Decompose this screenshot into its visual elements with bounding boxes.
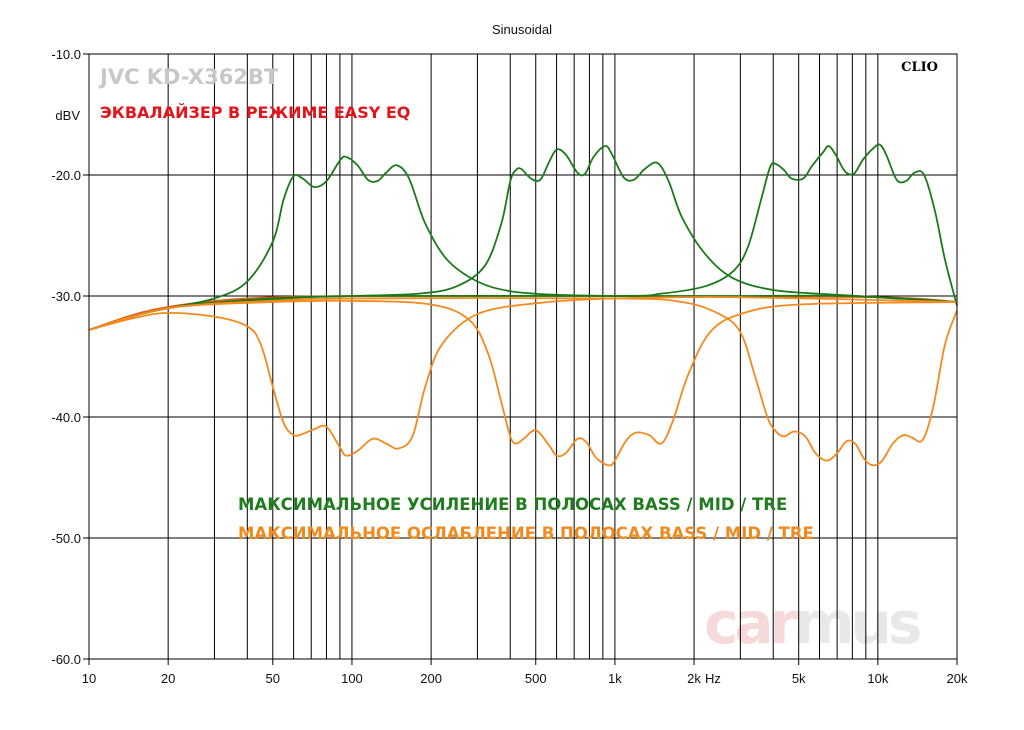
curves-layer — [88, 143, 958, 467]
x-tick-label: 10k — [867, 671, 888, 686]
x-tick-label: 2k — [687, 671, 701, 686]
y-tick-label: -40.0 — [51, 410, 81, 425]
x-tick-label: 20 — [161, 671, 175, 686]
y-tick-label: -30.0 — [51, 289, 81, 304]
x-tick-label: 500 — [525, 671, 547, 686]
flat-curve-1 — [88, 295, 958, 331]
plot-frame — [88, 53, 958, 660]
watermark: carmus — [704, 589, 920, 657]
eq-mode-label: ЭКВАЛАЙЗЕР В РЕЖИМЕ EASY EQ — [100, 103, 410, 122]
max-boost-label: МАКСИМАЛЬНОЕ УСИЛЕНИЕ В ПОЛОСАХ BASS / M… — [238, 495, 787, 514]
x-tick-label: 200 — [420, 671, 442, 686]
x-axis-unit: Hz — [705, 671, 721, 686]
cut-curve-2 — [88, 299, 958, 467]
watermark-part1: car — [704, 589, 799, 657]
boost-curve-3 — [88, 143, 958, 331]
y-axis-ticks: -10.0 -20.0 -30.0 -40.0 -50.0 -60.0 — [51, 47, 89, 667]
x-tick-label: 1k — [608, 671, 622, 686]
clio-brand-label: CLIO — [901, 60, 938, 75]
x-tick-label: 5k — [792, 671, 806, 686]
x-tick-label: 10 — [82, 671, 96, 686]
x-tick-label: 20k — [947, 671, 968, 686]
chart-grid — [89, 54, 957, 659]
x-tick-label: 50 — [266, 671, 280, 686]
cut-curve-1 — [88, 296, 958, 457]
cut-curve-3 — [88, 297, 958, 467]
watermark-part2: mus — [794, 589, 920, 657]
boost-curve-2 — [88, 145, 958, 331]
x-axis-ticks: 10 20 50 100 200 500 1k 2k 5k 10k 20k — [82, 659, 968, 686]
chart-title: Sinusoidal — [492, 22, 552, 37]
y-tick-label: -10.0 — [51, 47, 81, 62]
y-axis-label: dBV — [55, 108, 80, 123]
y-tick-label: -20.0 — [51, 168, 81, 183]
max-cut-label: МАКСИМАЛЬНОЕ ОСЛАБЛЕНИЕ В ПОЛОСАХ BASS /… — [238, 524, 814, 543]
x-tick-label: 100 — [341, 671, 363, 686]
device-model-label: JVC KD-X362BT — [98, 65, 279, 89]
y-tick-label: -50.0 — [51, 531, 81, 546]
y-tick-label: -60.0 — [51, 652, 81, 667]
